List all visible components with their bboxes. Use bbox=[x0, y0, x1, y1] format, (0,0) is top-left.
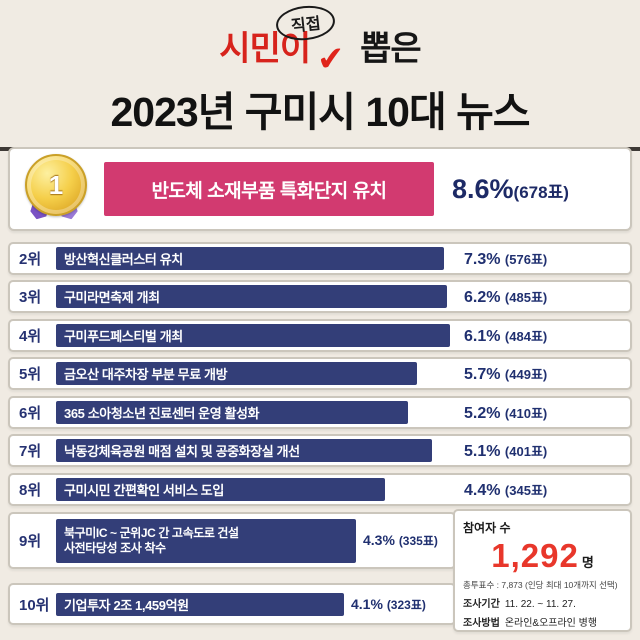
rank-bar-label: 방산혁신클러스터 유치 bbox=[64, 252, 183, 267]
pct-value: 4.4% bbox=[464, 481, 501, 499]
badge-wrap: 직접 ✔ bbox=[274, 2, 358, 78]
total-votes-line: 총투표수 : 7,873 (인당 최대 10개까지 선택) bbox=[463, 580, 618, 590]
pct-value: 4.1% bbox=[351, 595, 383, 612]
page-title: 2023년 구미시 10대 뉴스 bbox=[110, 89, 530, 135]
rank-percent: 5.7% (449표) bbox=[464, 364, 547, 384]
survey-method-line: 조사방법 온라인&오프라인 병행 bbox=[463, 614, 622, 629]
rank-label: 9위 bbox=[19, 533, 42, 550]
rank-bar-label-line2: 사전타당성 조사 착수 bbox=[64, 540, 166, 555]
rank-label: 3위 bbox=[19, 289, 42, 306]
pct-value: 5.2% bbox=[464, 404, 501, 422]
rank-bar-label-line1: 북구미IC ~ 군위JC 간 고속도로 건설 bbox=[64, 525, 239, 540]
checkmark-icon: ✔ bbox=[315, 39, 347, 78]
pct-value: 7.3% bbox=[464, 250, 501, 268]
rank-row-2: 2위 방산혁신클러스터 유치 7.3% (576표) bbox=[8, 242, 632, 275]
participants-count: 1,292 명 bbox=[463, 537, 622, 575]
votes-value: (401표) bbox=[504, 443, 548, 459]
rank1-votes: (678표) bbox=[513, 182, 569, 202]
header: 시민이 직접 ✔ 뽑은 2023년 구미시 10대 뉴스 bbox=[0, 0, 640, 151]
rank-percent: 4.1% (323표) bbox=[351, 596, 426, 613]
rank-row-5: 5위 금오산 대주차장 부분 무료 개방 5.7% (449표) bbox=[8, 357, 632, 390]
rank-label: 7위 bbox=[19, 443, 42, 460]
rank-bar: 구미푸드페스티벌 개최 bbox=[56, 324, 450, 347]
rank-row-6: 6위 365 소아청소년 진료센터 운영 활성화 5.2% (410표) bbox=[8, 396, 632, 429]
pct-value: 4.3% bbox=[363, 532, 395, 548]
rank-bar-label: 구미푸드페스티벌 개최 bbox=[64, 329, 183, 344]
votes-value: (576표) bbox=[504, 251, 548, 267]
participants-unit: 명 bbox=[581, 555, 594, 570]
rank-bar-label: 기업투자 2조 1,459억원 bbox=[64, 597, 189, 613]
participation-stats-box: 참여자 수 1,292 명 총투표수 : 7,873 (인당 최대 10개까지 선… bbox=[453, 509, 632, 632]
gold-medal-icon: 1 bbox=[20, 152, 88, 226]
votes-value: (345표) bbox=[504, 482, 548, 498]
rank-percent: 4.4% (345표) bbox=[464, 480, 547, 500]
pct-value: 6.1% bbox=[464, 327, 501, 345]
participants-number: 1,292 bbox=[491, 537, 579, 574]
rank-row-8: 8위 구미시민 간편확인 서비스 도입 4.4% (345표) bbox=[8, 473, 632, 506]
rank-percent: 6.2% (485표) bbox=[464, 287, 547, 307]
survey-period-line: 조사기간 11. 22. ~ 11. 27. bbox=[463, 595, 622, 610]
rank-bar: 북구미IC ~ 군위JC 간 고속도로 건설 사전타당성 조사 착수 bbox=[56, 518, 356, 563]
medal-coin: 1 bbox=[25, 154, 87, 216]
rank-row-10: 10위 기업투자 2조 1,459억원 4.1% (323표) bbox=[8, 583, 456, 625]
rank-row-4: 4위 구미푸드페스티벌 개최 6.1% (484표) bbox=[8, 319, 632, 352]
survey-period-value: 11. 22. ~ 11. 27. bbox=[504, 599, 576, 610]
rank-bar: 구미시민 간편확인 서비스 도입 bbox=[56, 478, 385, 501]
rank-label: 4위 bbox=[19, 328, 42, 345]
rank-label: 6위 bbox=[19, 405, 42, 422]
rank-bar: 기업투자 2조 1,459억원 bbox=[56, 592, 344, 616]
rank-label: 2위 bbox=[19, 251, 42, 268]
survey-method-value: 온라인&오프라인 병행 bbox=[504, 618, 598, 629]
rank-label: 5위 bbox=[19, 366, 42, 383]
rank1-label: 반도체 소재부품 특화단지 유치 bbox=[104, 162, 434, 216]
subtitle-line: 시민이 직접 ✔ 뽑은 bbox=[0, 2, 640, 78]
rank-bar-label: 365 소아청소년 진료센터 운영 활성화 bbox=[64, 406, 260, 421]
rank1-percent: 8.6%(678표) bbox=[452, 174, 569, 205]
pct-value: 5.7% bbox=[464, 365, 501, 383]
rank1-pct-value: 8.6% bbox=[452, 173, 514, 204]
rank-bar-label: 구미시민 간편확인 서비스 도입 bbox=[64, 483, 224, 498]
rank-bar-label: 낙동강체육공원 매점 설치 및 공중화장실 개선 bbox=[64, 444, 300, 459]
rank-bar-label: 구미라면축제 개최 bbox=[64, 290, 160, 305]
rank-percent: 4.3% (335표) bbox=[363, 532, 438, 549]
rank-bar: 낙동강체육공원 매점 설치 및 공중화장실 개선 bbox=[56, 439, 432, 462]
pct-value: 5.1% bbox=[464, 442, 501, 460]
rank-percent: 6.1% (484표) bbox=[464, 326, 547, 346]
votes-value: (410표) bbox=[504, 405, 548, 421]
rank-label: 8위 bbox=[19, 482, 42, 499]
rank-bar: 금오산 대주차장 부분 무료 개방 bbox=[56, 362, 417, 385]
rank-percent: 7.3% (576표) bbox=[464, 249, 547, 269]
subtitle-word-citizen: 시민이 bbox=[219, 30, 311, 68]
survey-period-label: 조사기간 bbox=[463, 599, 500, 610]
rank-bar-label: 금오산 대주차장 부분 무료 개방 bbox=[64, 367, 228, 382]
rank-bar: 방산혁신클러스터 유치 bbox=[56, 247, 444, 270]
pct-value: 6.2% bbox=[464, 288, 501, 306]
votes-value: (335표) bbox=[398, 534, 438, 548]
votes-value: (323표) bbox=[386, 597, 426, 612]
rank1-box: 1 반도체 소재부품 특화단지 유치 8.6%(678표) bbox=[8, 147, 632, 231]
votes-value: (484표) bbox=[504, 328, 548, 344]
rank-percent: 5.2% (410표) bbox=[464, 403, 547, 423]
participants-label: 참여자 수 bbox=[463, 521, 511, 535]
rank-percent: 5.1% (401표) bbox=[464, 441, 547, 461]
rank-bar: 365 소아청소년 진료센터 운영 활성화 bbox=[56, 401, 408, 424]
votes-value: (449표) bbox=[504, 366, 548, 382]
survey-method-label: 조사방법 bbox=[463, 618, 500, 629]
medal-number: 1 bbox=[48, 169, 64, 200]
votes-value: (485표) bbox=[504, 289, 548, 305]
rank-bar: 구미라면축제 개최 bbox=[56, 285, 447, 308]
subtitle-word-chosen: 뽑은 bbox=[360, 30, 422, 68]
rank-row-9: 9위 북구미IC ~ 군위JC 간 고속도로 건설 사전타당성 조사 착수 4.… bbox=[8, 512, 456, 569]
rank-row-3: 3위 구미라면축제 개최 6.2% (485표) bbox=[8, 280, 632, 313]
rank-label: 10위 bbox=[19, 596, 50, 614]
rank-row-7: 7위 낙동강체육공원 매점 설치 및 공중화장실 개선 5.1% (401표) bbox=[8, 434, 632, 467]
